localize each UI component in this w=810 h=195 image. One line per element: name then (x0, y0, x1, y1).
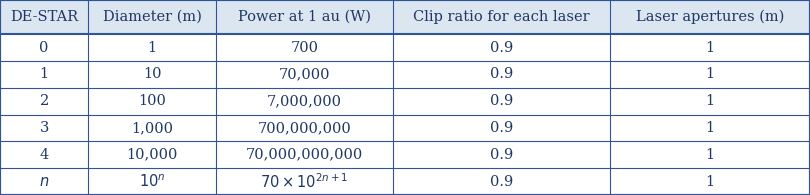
Text: Power at 1 au (W): Power at 1 au (W) (238, 10, 371, 24)
Text: DE-STAR: DE-STAR (10, 10, 79, 24)
Text: 70,000: 70,000 (279, 67, 330, 81)
Text: $10^{n}$: $10^{n}$ (139, 173, 165, 190)
Text: 0.9: 0.9 (490, 41, 513, 55)
Text: 10: 10 (143, 67, 161, 81)
Text: 1: 1 (706, 41, 714, 55)
Text: 2: 2 (40, 94, 49, 108)
Text: 1: 1 (706, 121, 714, 135)
Bar (0, 168, 810, 195)
Text: 0.9: 0.9 (490, 175, 513, 189)
Text: 10,000: 10,000 (126, 148, 178, 162)
Text: Laser apertures (m): Laser apertures (m) (636, 10, 784, 24)
Text: Clip ratio for each laser: Clip ratio for each laser (413, 10, 590, 24)
Text: 1: 1 (706, 94, 714, 108)
Bar (0, 88, 810, 115)
Text: 700: 700 (291, 41, 318, 55)
Text: $70 \times 10^{2n+1}$: $70 \times 10^{2n+1}$ (260, 172, 349, 191)
Text: 70,000,000,000: 70,000,000,000 (246, 148, 363, 162)
Bar (0, 61, 810, 88)
Text: 0.9: 0.9 (490, 121, 513, 135)
Text: 1: 1 (706, 175, 714, 189)
Bar (0, 34, 810, 61)
Text: 100: 100 (139, 94, 166, 108)
Text: 0.9: 0.9 (490, 148, 513, 162)
Text: 1: 1 (706, 67, 714, 81)
Text: 0.9: 0.9 (490, 67, 513, 81)
Text: 1: 1 (40, 67, 49, 81)
Text: 0.9: 0.9 (490, 94, 513, 108)
Text: Diameter (m): Diameter (m) (103, 10, 202, 24)
Text: 1,000: 1,000 (131, 121, 173, 135)
Bar (0, 0, 810, 34)
Text: 700,000,000: 700,000,000 (258, 121, 352, 135)
Text: 1: 1 (147, 41, 157, 55)
Bar (0, 141, 810, 168)
Bar (0, 115, 810, 141)
Text: 0: 0 (40, 41, 49, 55)
Text: 3: 3 (40, 121, 49, 135)
Text: 7,000,000: 7,000,000 (267, 94, 342, 108)
Text: 1: 1 (706, 148, 714, 162)
Text: 4: 4 (40, 148, 49, 162)
Text: $n$: $n$ (39, 174, 49, 189)
